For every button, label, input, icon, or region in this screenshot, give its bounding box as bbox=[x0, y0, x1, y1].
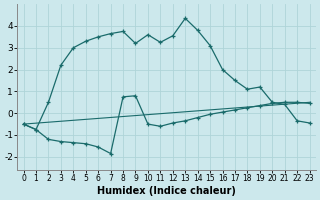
X-axis label: Humidex (Indice chaleur): Humidex (Indice chaleur) bbox=[97, 186, 236, 196]
